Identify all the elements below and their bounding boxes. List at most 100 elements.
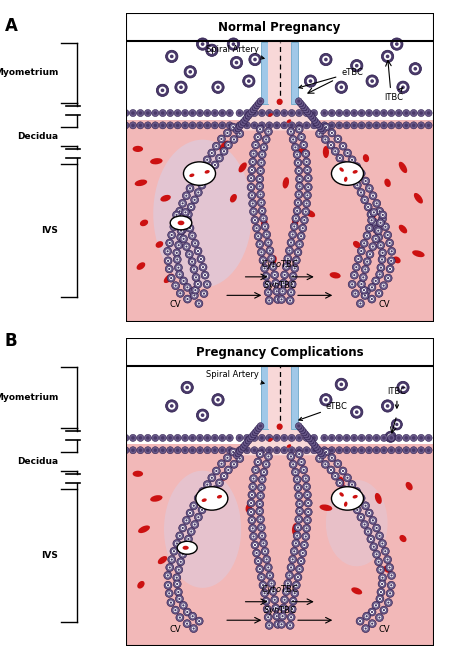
- Circle shape: [254, 467, 258, 472]
- Circle shape: [330, 123, 334, 127]
- Circle shape: [182, 192, 191, 200]
- Circle shape: [254, 232, 262, 240]
- Circle shape: [297, 452, 301, 456]
- Circle shape: [287, 452, 295, 461]
- Circle shape: [144, 434, 151, 442]
- Circle shape: [319, 127, 323, 130]
- Circle shape: [337, 448, 341, 452]
- Ellipse shape: [287, 119, 291, 123]
- Circle shape: [296, 175, 304, 183]
- Circle shape: [254, 143, 258, 147]
- Circle shape: [167, 122, 174, 129]
- Ellipse shape: [329, 272, 341, 278]
- Bar: [261, 42, 268, 104]
- Circle shape: [202, 291, 206, 296]
- Circle shape: [363, 522, 367, 526]
- Circle shape: [252, 141, 260, 149]
- Circle shape: [351, 60, 363, 72]
- Circle shape: [257, 158, 265, 166]
- Circle shape: [363, 293, 367, 298]
- Circle shape: [314, 446, 318, 448]
- Circle shape: [219, 482, 221, 484]
- Circle shape: [176, 583, 178, 585]
- Circle shape: [379, 215, 386, 223]
- Ellipse shape: [133, 146, 143, 152]
- Circle shape: [375, 553, 378, 556]
- Circle shape: [340, 486, 348, 494]
- Circle shape: [259, 581, 267, 589]
- Circle shape: [253, 448, 256, 452]
- Circle shape: [331, 457, 333, 459]
- Circle shape: [186, 509, 194, 517]
- Circle shape: [184, 194, 189, 198]
- Circle shape: [280, 279, 288, 287]
- Circle shape: [365, 509, 373, 517]
- Circle shape: [342, 145, 344, 147]
- Circle shape: [323, 111, 326, 115]
- Circle shape: [176, 568, 181, 572]
- Circle shape: [288, 122, 295, 129]
- Circle shape: [313, 444, 316, 446]
- Text: A: A: [5, 17, 18, 34]
- Circle shape: [251, 109, 258, 117]
- Circle shape: [373, 524, 381, 532]
- Circle shape: [124, 448, 128, 452]
- Circle shape: [183, 283, 191, 291]
- Circle shape: [373, 434, 380, 442]
- Circle shape: [297, 487, 299, 489]
- Circle shape: [296, 485, 300, 490]
- Ellipse shape: [406, 482, 413, 491]
- Circle shape: [374, 278, 378, 283]
- Circle shape: [175, 541, 179, 546]
- Circle shape: [378, 580, 386, 588]
- Circle shape: [249, 437, 252, 440]
- Circle shape: [331, 472, 339, 480]
- Circle shape: [297, 162, 299, 164]
- Circle shape: [258, 151, 266, 158]
- Circle shape: [182, 280, 185, 282]
- Circle shape: [380, 217, 385, 221]
- Circle shape: [254, 544, 256, 546]
- Circle shape: [222, 474, 226, 478]
- Circle shape: [176, 123, 179, 127]
- Circle shape: [203, 156, 211, 164]
- Circle shape: [273, 274, 276, 276]
- Circle shape: [312, 436, 316, 440]
- Circle shape: [320, 394, 332, 406]
- Circle shape: [273, 281, 278, 285]
- Circle shape: [318, 131, 322, 136]
- Circle shape: [206, 436, 209, 440]
- Circle shape: [257, 235, 259, 237]
- Circle shape: [399, 84, 407, 91]
- Circle shape: [262, 145, 266, 150]
- Circle shape: [300, 141, 308, 149]
- Circle shape: [388, 247, 396, 255]
- Bar: [126, 119, 434, 322]
- Circle shape: [374, 237, 378, 241]
- Circle shape: [397, 436, 401, 440]
- Circle shape: [203, 292, 205, 294]
- Circle shape: [425, 447, 432, 453]
- Circle shape: [264, 613, 272, 621]
- Circle shape: [220, 147, 228, 155]
- Circle shape: [302, 158, 310, 166]
- Circle shape: [297, 242, 302, 247]
- Circle shape: [294, 524, 302, 532]
- Ellipse shape: [368, 209, 376, 219]
- Circle shape: [345, 448, 348, 452]
- Circle shape: [388, 122, 395, 129]
- Circle shape: [318, 125, 321, 128]
- Circle shape: [180, 235, 188, 243]
- Circle shape: [305, 448, 309, 452]
- Circle shape: [352, 273, 356, 277]
- Circle shape: [173, 249, 181, 257]
- Circle shape: [261, 210, 263, 212]
- Circle shape: [199, 263, 207, 271]
- Circle shape: [292, 468, 300, 476]
- Circle shape: [363, 258, 371, 266]
- Circle shape: [303, 109, 310, 117]
- Circle shape: [378, 597, 382, 601]
- Circle shape: [321, 122, 328, 129]
- Circle shape: [188, 511, 192, 515]
- Circle shape: [194, 513, 202, 521]
